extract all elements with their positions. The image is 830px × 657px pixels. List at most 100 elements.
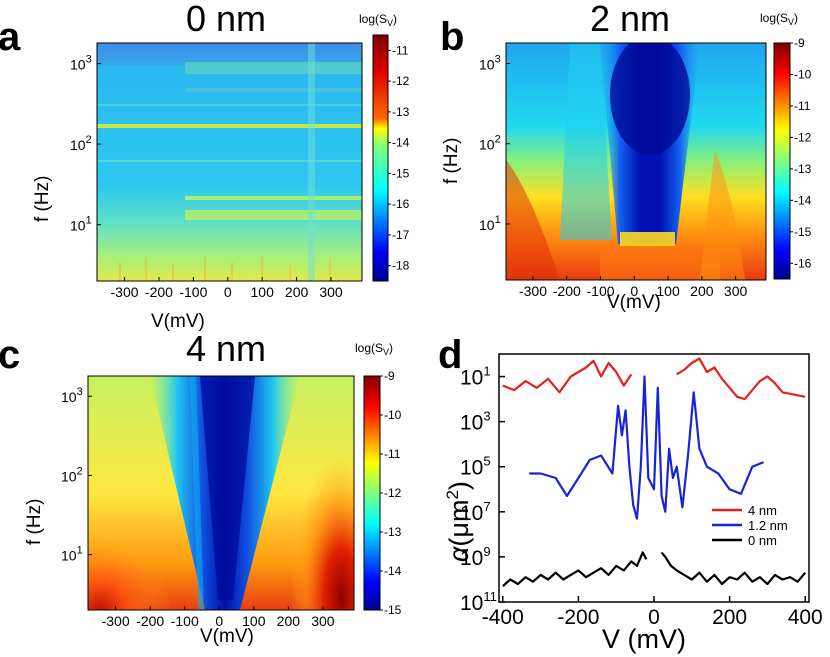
panel-letter-b: b [440, 15, 464, 59]
panel-b-heatmap [506, 43, 766, 280]
panel-b-colorbar-label: log(SV) [760, 11, 798, 27]
panel-d-axes: -400 -200 0 200 400 101 103 105 107 109 1011 [460, 364, 823, 629]
x-tick-label: -200 [553, 283, 581, 299]
panel-b-colorbar-ticks: -9 -10 -11 -12 -13 -14 -15 -16 [790, 36, 812, 270]
x-tick-label: -100 [587, 283, 615, 299]
x-tick-label: 100 [242, 613, 266, 629]
panel-a-low-freq-spikes [119, 255, 331, 281]
panel-b: b 2 nm -300 -200 -100 0 100 200 300 101 102 103 V… [440, 0, 812, 313]
x-tick-label: -400 [482, 606, 524, 629]
colorbar-tick-label: -14 [384, 564, 402, 578]
x-tick-label: 400 [788, 606, 823, 629]
x-tick-label: -200 [136, 613, 164, 629]
x-tick-label: 300 [724, 283, 748, 299]
colorbar-tick-label: -12 [384, 486, 402, 500]
x-tick-label: 200 [690, 283, 714, 299]
y-tick-label: 103 [70, 54, 92, 73]
y-tick-label: 101 [479, 214, 501, 233]
panel-b-xlabel: V(mV) [607, 292, 661, 313]
panel-d-ylabel: α(μm2) [443, 481, 474, 562]
panel-a-xlabel: V(mV) [151, 311, 205, 332]
y-tick-label: 103 [460, 409, 491, 435]
colorbar-tick-label: -10 [384, 408, 402, 422]
series-line-0-nm [502, 551, 807, 588]
x-tick-label: 300 [311, 613, 335, 629]
panel-a-axes: -300 -200 -100 0 100 200 300 101 102 103 [70, 54, 343, 300]
panel-c-colorbar-label: log(SV) [355, 341, 393, 357]
y-tick-label: 101 [61, 545, 83, 564]
x-tick-label: -200 [145, 284, 173, 300]
panel-c-colorbar [363, 375, 381, 611]
panel-b-colorbar [773, 42, 791, 280]
x-tick-label: -100 [171, 613, 199, 629]
x-tick-label: -300 [102, 613, 130, 629]
y-tick-label: 109 [460, 544, 491, 570]
panel-c-heatmap [88, 376, 354, 610]
y-tick-label: 101 [70, 215, 92, 234]
panel-letter-a: a [0, 15, 21, 59]
colorbar-tick-label: -9 [384, 369, 395, 383]
panel-c: c 4 nm -300 -200 -100 0 100 200 300 101 102 103 V… [0, 328, 402, 647]
y-tick-label: 103 [61, 386, 83, 405]
panel-a-colorbar [372, 34, 389, 282]
panel-c-ylabel: f (Hz) [24, 499, 45, 545]
panel-c-colorbar-ticks: -9 -10 -11 -12 -13 -14 -15 [380, 369, 402, 617]
x-tick-label: 0 [215, 613, 223, 629]
colorbar-tick-label: -13 [392, 105, 410, 119]
panel-d-lines [502, 357, 807, 588]
panel-a-colorbar-ticks: -11 -12 -13 -14 -15 -16 -17 -18 [388, 43, 410, 273]
panel-d: d -400 -200 0 200 400 101 103 105 107 109 1011 α(μ… [438, 333, 823, 654]
panel-b-ylabel: f (Hz) [441, 138, 462, 184]
colorbar-tick-label: -14 [794, 193, 812, 207]
x-tick-label: 200 [712, 606, 747, 629]
legend-label: 0 nm [748, 533, 777, 548]
colorbar-tick-label: -12 [794, 130, 812, 144]
legend-label: 4 nm [748, 503, 777, 518]
x-tick-label: 0 [630, 283, 638, 299]
colorbar-tick-label: -9 [794, 36, 805, 50]
x-tick-label: 100 [656, 283, 680, 299]
panel-d-xlabel: V (mV) [602, 624, 686, 654]
colorbar-tick-label: -11 [392, 43, 409, 57]
panel-c-title: 4 nm [186, 328, 266, 369]
colorbar-tick-label: -17 [392, 228, 410, 242]
colorbar-tick-label: -13 [384, 525, 402, 539]
panel-letter-d: d [438, 333, 462, 377]
y-tick-label: 105 [460, 454, 491, 480]
series-line-4-nm [502, 357, 806, 401]
y-tick-label: 101 [460, 364, 491, 390]
colorbar-tick-label: -16 [392, 197, 410, 211]
y-tick-label: 1011 [460, 589, 497, 615]
colorbar-tick-label: -11 [794, 99, 811, 113]
series-line-1-2-nm [529, 375, 765, 520]
x-tick-label: -300 [519, 283, 547, 299]
x-tick-label: -100 [179, 284, 207, 300]
panel-a-heatmap [97, 43, 362, 281]
colorbar-tick-label: -15 [794, 225, 812, 239]
x-tick-label: 0 [648, 606, 660, 629]
x-tick-label: 200 [285, 284, 309, 300]
panel-d-legend: 4 nm1.2 nm0 nm [712, 503, 788, 548]
x-tick-label: -300 [111, 284, 139, 300]
colorbar-tick-label: -12 [392, 74, 410, 88]
colorbar-tick-label: -18 [392, 259, 410, 273]
panel-b-title: 2 nm [590, 0, 670, 39]
colorbar-tick-label: -16 [794, 256, 812, 270]
x-tick-label: 0 [224, 284, 232, 300]
colorbar-tick-label: -14 [392, 136, 410, 150]
y-tick-label: 102 [479, 134, 501, 153]
panel-letter-c: c [0, 333, 20, 377]
colorbar-tick-label: -10 [794, 67, 812, 81]
y-tick-label: 102 [61, 465, 83, 484]
colorbar-tick-label: -15 [392, 166, 410, 180]
y-tick-label: 107 [460, 499, 491, 525]
panel-b-axes: -300 -200 -100 0 100 200 300 101 102 103 [479, 53, 748, 299]
legend-label: 1.2 nm [748, 518, 788, 533]
x-tick-label: 300 [319, 284, 343, 300]
panel-a-title: 0 nm [186, 0, 266, 39]
x-tick-label: 200 [277, 613, 301, 629]
panel-a: a 0 nm -300 -200 -100 0 100 200 300 101 102 103 V… [0, 0, 410, 332]
panel-a-colorbar-label: log(SV) [359, 12, 397, 28]
panel-a-ylabel: f (Hz) [32, 176, 53, 222]
